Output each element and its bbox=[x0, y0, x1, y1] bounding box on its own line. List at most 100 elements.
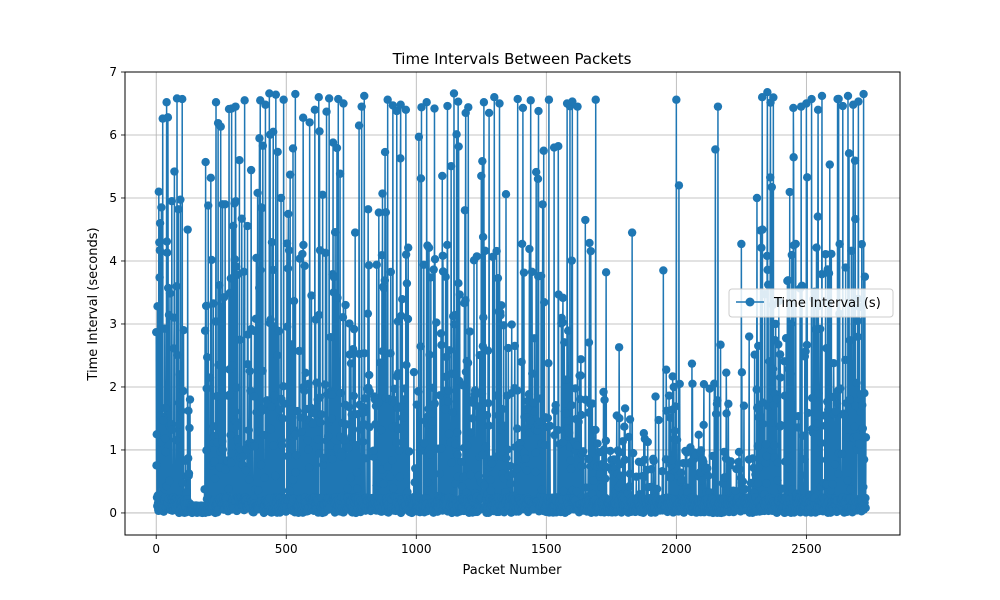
data-point bbox=[851, 214, 860, 224]
data-point bbox=[437, 340, 446, 350]
data-point bbox=[363, 205, 373, 214]
data-point bbox=[752, 193, 762, 203]
data-point bbox=[710, 379, 719, 388]
data-point bbox=[261, 100, 270, 109]
data-point bbox=[852, 378, 861, 388]
data-point bbox=[423, 478, 433, 487]
data-point bbox=[231, 102, 240, 111]
data-point bbox=[378, 346, 387, 356]
data-point bbox=[751, 470, 760, 479]
data-point bbox=[688, 379, 697, 388]
data-point bbox=[840, 411, 849, 420]
data-point bbox=[228, 361, 237, 370]
data-point bbox=[817, 91, 827, 101]
data-point bbox=[215, 280, 224, 290]
data-point bbox=[459, 472, 468, 481]
data-point bbox=[174, 205, 183, 214]
data-point bbox=[572, 441, 582, 450]
legend-marker-sample bbox=[745, 297, 755, 307]
data-point bbox=[518, 103, 528, 113]
data-point bbox=[573, 102, 582, 111]
data-point bbox=[731, 486, 740, 496]
data-point bbox=[774, 340, 783, 349]
data-point bbox=[574, 417, 583, 427]
data-point bbox=[350, 228, 360, 237]
data-point bbox=[403, 314, 413, 324]
data-point bbox=[360, 91, 369, 101]
data-point bbox=[783, 276, 793, 285]
data-point bbox=[606, 446, 615, 456]
data-point bbox=[529, 398, 538, 407]
data-point bbox=[285, 170, 295, 179]
data-point bbox=[183, 225, 192, 234]
data-point bbox=[543, 413, 553, 423]
data-point bbox=[387, 456, 397, 465]
data-point bbox=[850, 422, 859, 432]
data-point bbox=[179, 326, 188, 335]
data-point bbox=[536, 271, 546, 281]
data-point bbox=[450, 370, 460, 379]
data-point bbox=[253, 188, 262, 198]
data-point bbox=[429, 265, 438, 274]
data-point bbox=[861, 433, 871, 442]
data-point bbox=[769, 93, 778, 102]
data-point bbox=[352, 467, 362, 477]
data-point bbox=[519, 268, 529, 277]
data-point bbox=[501, 190, 511, 199]
data-point bbox=[313, 435, 322, 444]
data-point bbox=[483, 346, 493, 355]
y-axis-label: Time Interval (seconds) bbox=[86, 227, 101, 381]
data-point bbox=[499, 321, 508, 330]
data-point bbox=[540, 298, 549, 307]
data-point bbox=[554, 141, 563, 151]
data-point bbox=[615, 413, 624, 423]
data-point bbox=[218, 445, 227, 454]
data-point bbox=[244, 425, 253, 435]
x-tick-label: 2000 bbox=[661, 542, 692, 556]
data-point bbox=[455, 290, 464, 299]
data-point bbox=[528, 369, 537, 378]
data-point bbox=[307, 291, 316, 300]
data-point bbox=[402, 360, 411, 370]
series-time-interval bbox=[152, 87, 871, 518]
data-point bbox=[301, 368, 310, 378]
data-point bbox=[211, 98, 221, 107]
data-point bbox=[472, 252, 482, 261]
data-point bbox=[553, 425, 563, 435]
data-point bbox=[300, 386, 309, 396]
y-tick-label: 3 bbox=[109, 317, 117, 331]
y-axis-ticks: 0 1 2 3 4 5 6 7 bbox=[109, 65, 125, 520]
data-point bbox=[162, 248, 172, 257]
data-point bbox=[544, 95, 554, 104]
data-point bbox=[696, 446, 706, 455]
data-point bbox=[226, 430, 235, 440]
data-point bbox=[828, 480, 837, 489]
data-point bbox=[218, 437, 227, 446]
data-point bbox=[255, 134, 264, 143]
data-point bbox=[240, 96, 249, 105]
data-point bbox=[348, 344, 358, 354]
data-point bbox=[336, 388, 346, 398]
data-point bbox=[846, 484, 856, 494]
data-point bbox=[530, 334, 539, 343]
data-point bbox=[859, 482, 868, 492]
data-point bbox=[303, 436, 313, 445]
data-point bbox=[759, 419, 768, 429]
data-point bbox=[182, 488, 191, 497]
data-point bbox=[640, 472, 649, 482]
data-point bbox=[708, 451, 717, 461]
data-point bbox=[288, 144, 298, 153]
data-point bbox=[312, 378, 321, 387]
data-point bbox=[291, 89, 300, 99]
y-tick-label: 5 bbox=[109, 191, 117, 205]
data-point bbox=[492, 391, 501, 400]
data-point bbox=[540, 440, 550, 450]
data-point bbox=[773, 458, 782, 467]
data-point bbox=[787, 319, 796, 329]
data-point bbox=[337, 451, 347, 461]
data-point bbox=[160, 434, 170, 443]
data-point bbox=[400, 384, 410, 393]
data-point bbox=[559, 486, 568, 496]
data-point bbox=[776, 373, 785, 382]
data-point bbox=[232, 421, 242, 431]
